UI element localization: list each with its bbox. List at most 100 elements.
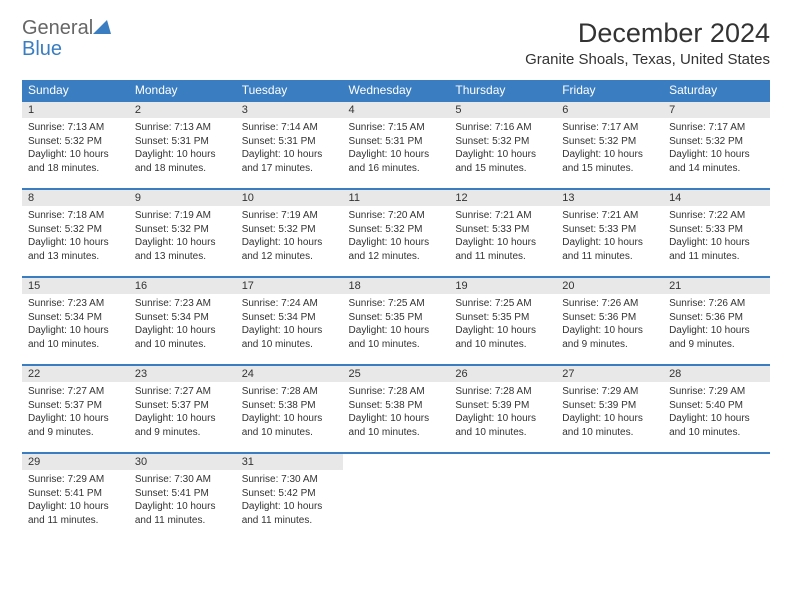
calendar-day-cell: 27Sunrise: 7:29 AMSunset: 5:39 PMDayligh…	[556, 365, 663, 453]
daylight-text-1: Daylight: 10 hours	[28, 500, 123, 514]
daylight-text-1: Daylight: 10 hours	[349, 412, 444, 426]
daylight-text-2: and 10 minutes.	[349, 426, 444, 440]
day-number: 21	[663, 278, 770, 294]
logo: General Blue	[22, 18, 111, 60]
day-number: 27	[556, 366, 663, 382]
sunset-text: Sunset: 5:31 PM	[349, 135, 444, 149]
sunrise-text: Sunrise: 7:18 AM	[28, 209, 123, 223]
day-number: 31	[236, 454, 343, 470]
sunset-text: Sunset: 5:36 PM	[562, 311, 657, 325]
sunset-text: Sunset: 5:42 PM	[242, 487, 337, 501]
sunset-text: Sunset: 5:32 PM	[135, 223, 230, 237]
calendar-day-cell: 26Sunrise: 7:28 AMSunset: 5:39 PMDayligh…	[449, 365, 556, 453]
daylight-text-1: Daylight: 10 hours	[135, 412, 230, 426]
calendar-day-cell	[556, 453, 663, 541]
daylight-text-2: and 17 minutes.	[242, 162, 337, 176]
sunset-text: Sunset: 5:33 PM	[669, 223, 764, 237]
sunset-text: Sunset: 5:32 PM	[28, 135, 123, 149]
daylight-text-1: Daylight: 10 hours	[562, 236, 657, 250]
sunset-text: Sunset: 5:39 PM	[455, 399, 550, 413]
sunrise-text: Sunrise: 7:21 AM	[562, 209, 657, 223]
daylight-text-2: and 10 minutes.	[455, 338, 550, 352]
sunrise-text: Sunrise: 7:13 AM	[135, 121, 230, 135]
daylight-text-2: and 11 minutes.	[135, 514, 230, 528]
sunset-text: Sunset: 5:34 PM	[242, 311, 337, 325]
sunrise-text: Sunrise: 7:17 AM	[669, 121, 764, 135]
day-info: Sunrise: 7:25 AMSunset: 5:35 PMDaylight:…	[343, 294, 450, 355]
calendar-day-cell: 14Sunrise: 7:22 AMSunset: 5:33 PMDayligh…	[663, 189, 770, 277]
daylight-text-2: and 9 minutes.	[669, 338, 764, 352]
day-number: 11	[343, 190, 450, 206]
calendar-week-row: 1Sunrise: 7:13 AMSunset: 5:32 PMDaylight…	[22, 101, 770, 189]
day-info: Sunrise: 7:28 AMSunset: 5:38 PMDaylight:…	[343, 382, 450, 443]
daylight-text-2: and 11 minutes.	[242, 514, 337, 528]
day-header: Monday	[129, 80, 236, 101]
day-number: 5	[449, 102, 556, 118]
day-info: Sunrise: 7:29 AMSunset: 5:40 PMDaylight:…	[663, 382, 770, 443]
daylight-text-2: and 12 minutes.	[242, 250, 337, 264]
calendar-day-cell: 2Sunrise: 7:13 AMSunset: 5:31 PMDaylight…	[129, 101, 236, 189]
day-header: Saturday	[663, 80, 770, 101]
sunrise-text: Sunrise: 7:28 AM	[349, 385, 444, 399]
daylight-text-1: Daylight: 10 hours	[135, 500, 230, 514]
day-info: Sunrise: 7:23 AMSunset: 5:34 PMDaylight:…	[129, 294, 236, 355]
daylight-text-2: and 9 minutes.	[135, 426, 230, 440]
calendar-day-cell: 21Sunrise: 7:26 AMSunset: 5:36 PMDayligh…	[663, 277, 770, 365]
daylight-text-1: Daylight: 10 hours	[669, 324, 764, 338]
sunset-text: Sunset: 5:37 PM	[135, 399, 230, 413]
sunset-text: Sunset: 5:40 PM	[669, 399, 764, 413]
day-info: Sunrise: 7:29 AMSunset: 5:39 PMDaylight:…	[556, 382, 663, 443]
day-info: Sunrise: 7:13 AMSunset: 5:31 PMDaylight:…	[129, 118, 236, 179]
day-info: Sunrise: 7:29 AMSunset: 5:41 PMDaylight:…	[22, 470, 129, 531]
calendar-day-cell: 4Sunrise: 7:15 AMSunset: 5:31 PMDaylight…	[343, 101, 450, 189]
day-number: 24	[236, 366, 343, 382]
day-header: Friday	[556, 80, 663, 101]
sunset-text: Sunset: 5:32 PM	[562, 135, 657, 149]
daylight-text-1: Daylight: 10 hours	[242, 500, 337, 514]
sunset-text: Sunset: 5:32 PM	[455, 135, 550, 149]
daylight-text-2: and 11 minutes.	[562, 250, 657, 264]
day-info: Sunrise: 7:14 AMSunset: 5:31 PMDaylight:…	[236, 118, 343, 179]
daylight-text-1: Daylight: 10 hours	[135, 148, 230, 162]
day-number: 14	[663, 190, 770, 206]
calendar-day-cell: 24Sunrise: 7:28 AMSunset: 5:38 PMDayligh…	[236, 365, 343, 453]
sunrise-text: Sunrise: 7:30 AM	[242, 473, 337, 487]
day-number: 6	[556, 102, 663, 118]
daylight-text-1: Daylight: 10 hours	[349, 236, 444, 250]
daylight-text-1: Daylight: 10 hours	[562, 148, 657, 162]
sunset-text: Sunset: 5:32 PM	[349, 223, 444, 237]
calendar-day-cell: 5Sunrise: 7:16 AMSunset: 5:32 PMDaylight…	[449, 101, 556, 189]
sunrise-text: Sunrise: 7:27 AM	[28, 385, 123, 399]
calendar-table: Sunday Monday Tuesday Wednesday Thursday…	[22, 80, 770, 541]
calendar-day-cell: 25Sunrise: 7:28 AMSunset: 5:38 PMDayligh…	[343, 365, 450, 453]
location: Granite Shoals, Texas, United States	[525, 51, 770, 68]
calendar-week-row: 29Sunrise: 7:29 AMSunset: 5:41 PMDayligh…	[22, 453, 770, 541]
day-header: Wednesday	[343, 80, 450, 101]
calendar-day-cell: 29Sunrise: 7:29 AMSunset: 5:41 PMDayligh…	[22, 453, 129, 541]
daylight-text-1: Daylight: 10 hours	[28, 412, 123, 426]
month-title: December 2024	[525, 18, 770, 49]
day-info: Sunrise: 7:21 AMSunset: 5:33 PMDaylight:…	[449, 206, 556, 267]
day-info: Sunrise: 7:30 AMSunset: 5:41 PMDaylight:…	[129, 470, 236, 531]
calendar-week-row: 8Sunrise: 7:18 AMSunset: 5:32 PMDaylight…	[22, 189, 770, 277]
calendar-day-cell: 30Sunrise: 7:30 AMSunset: 5:41 PMDayligh…	[129, 453, 236, 541]
day-info: Sunrise: 7:27 AMSunset: 5:37 PMDaylight:…	[22, 382, 129, 443]
sunset-text: Sunset: 5:35 PM	[455, 311, 550, 325]
day-header: Sunday	[22, 80, 129, 101]
sunrise-text: Sunrise: 7:29 AM	[562, 385, 657, 399]
header: General Blue December 2024 Granite Shoal…	[22, 18, 770, 68]
daylight-text-2: and 10 minutes.	[135, 338, 230, 352]
sunset-text: Sunset: 5:31 PM	[242, 135, 337, 149]
daylight-text-1: Daylight: 10 hours	[28, 148, 123, 162]
sunset-text: Sunset: 5:33 PM	[562, 223, 657, 237]
calendar-day-cell: 9Sunrise: 7:19 AMSunset: 5:32 PMDaylight…	[129, 189, 236, 277]
day-number: 8	[22, 190, 129, 206]
day-number: 19	[449, 278, 556, 294]
day-info: Sunrise: 7:24 AMSunset: 5:34 PMDaylight:…	[236, 294, 343, 355]
day-number: 28	[663, 366, 770, 382]
daylight-text-1: Daylight: 10 hours	[349, 324, 444, 338]
sunrise-text: Sunrise: 7:28 AM	[455, 385, 550, 399]
sunrise-text: Sunrise: 7:26 AM	[669, 297, 764, 311]
calendar-day-cell: 1Sunrise: 7:13 AMSunset: 5:32 PMDaylight…	[22, 101, 129, 189]
daylight-text-1: Daylight: 10 hours	[455, 324, 550, 338]
